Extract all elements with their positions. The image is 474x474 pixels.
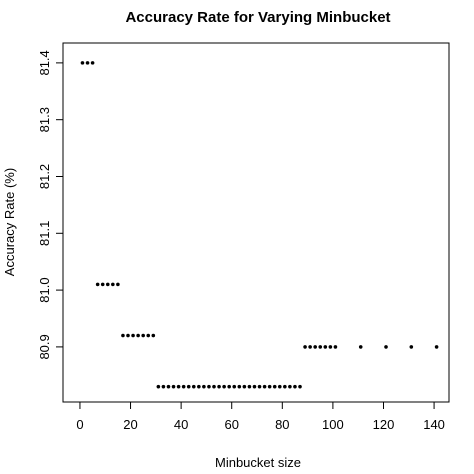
point [207,384,211,389]
x-tick-label: 40 [174,417,188,432]
x-tick-label: 20 [123,417,137,432]
x-tick-label: 0 [76,417,83,432]
point [186,384,191,389]
point [227,384,231,389]
point [237,384,242,389]
point [232,384,237,389]
point [293,384,297,389]
point [126,333,130,338]
y-axis-label: Accuracy Rate (%) [2,168,17,276]
point [262,384,267,389]
point [303,345,307,349]
point [409,345,414,349]
x-tick-label: 140 [423,417,445,432]
point [121,333,125,338]
y-tick-label: 81.1 [37,221,52,246]
point [242,384,247,389]
point [328,345,333,349]
point [257,384,262,389]
point [288,384,292,389]
y-tick-label: 81.3 [37,107,52,132]
point [313,345,317,349]
point [85,61,90,65]
point [90,61,95,65]
point [131,333,135,338]
y-tick-label: 81.4 [37,50,52,75]
chart-title: Accuracy Rate for Varying Minbucket [125,9,390,26]
point [222,384,226,389]
point [146,333,151,338]
point [136,333,140,338]
x-tick-label: 120 [373,417,395,432]
point [161,384,166,389]
y-tick-label: 81.0 [37,277,52,302]
point [252,384,257,389]
x-tick-label: 60 [224,417,238,432]
point [217,384,221,389]
point [141,333,145,338]
point [181,384,186,389]
x-tick-label: 80 [275,417,289,432]
y-tick-label: 81.2 [37,164,52,189]
point [197,384,201,389]
x-tick-label: 100 [322,417,344,432]
point [111,282,115,287]
point [277,384,282,389]
point [318,345,323,349]
point [384,345,388,349]
point [105,282,110,287]
point [283,384,287,389]
point [272,384,277,389]
point [202,384,206,389]
point [191,384,196,389]
point [323,345,328,349]
x-axis-label: Minbucket size [215,455,301,470]
point [166,384,171,389]
point [80,61,85,65]
point [95,282,100,287]
point [156,384,161,389]
point [358,345,363,349]
point [176,384,181,389]
point [434,345,439,349]
y-tick-label: 80.9 [37,334,52,359]
point [212,384,216,389]
point [247,384,252,389]
point [298,384,302,389]
point [267,384,272,389]
point [100,282,105,287]
point [308,345,312,349]
point [116,282,120,287]
point [171,384,176,389]
point [151,333,156,338]
point [333,345,338,349]
